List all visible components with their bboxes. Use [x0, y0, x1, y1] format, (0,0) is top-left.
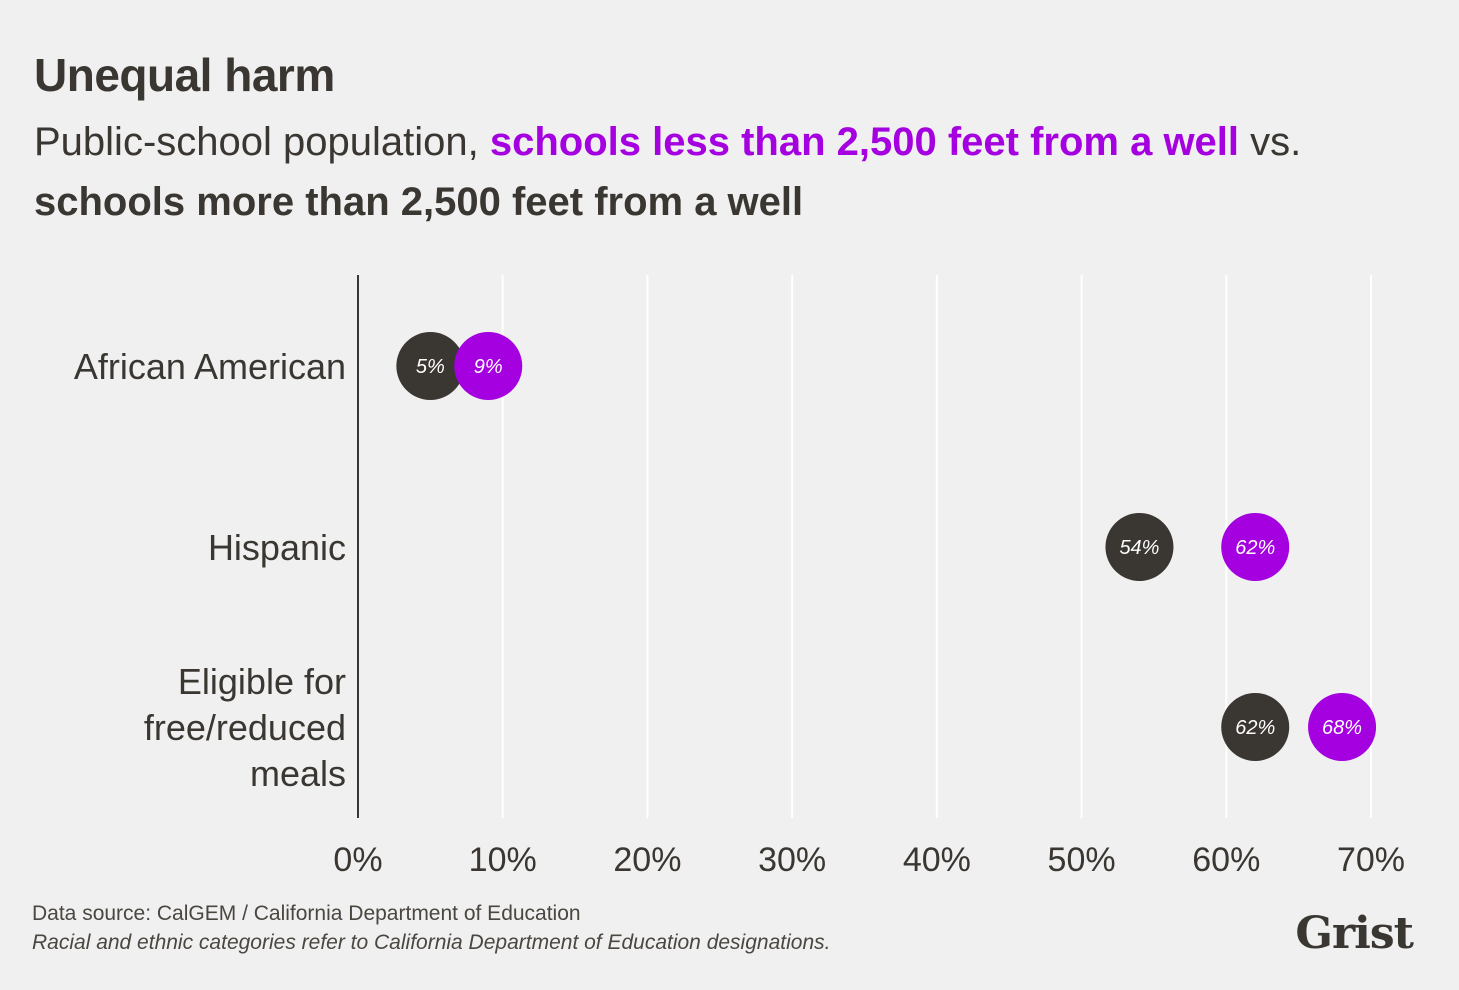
x-tick-label: 10%	[469, 841, 537, 879]
far-series-dot	[1221, 693, 1290, 761]
dot-value-label: 5%	[416, 356, 445, 378]
chart-title: Unequal harm	[34, 49, 335, 101]
chart-subtitle: Public-school population, schools less t…	[34, 112, 1434, 232]
data-source: Data source: CalGEM / California Departm…	[32, 902, 581, 925]
x-tick-label: 30%	[758, 841, 826, 879]
category-label: African American	[74, 346, 346, 387]
category-label: meals	[250, 753, 346, 794]
dot-value-label: 54%	[1119, 537, 1159, 559]
category-label: Eligible for	[178, 661, 346, 702]
grist-logo: Grist	[1295, 908, 1414, 959]
category-label: Hispanic	[208, 527, 346, 568]
subtitle-near-series: schools less than 2,500 feet from a well	[489, 120, 1240, 164]
far-series-dot	[396, 332, 465, 400]
x-tick-label: 60%	[1192, 841, 1260, 879]
dot-value-label: 68%	[1322, 717, 1362, 739]
subtitle-far-series: schools more than 2,500 feet from a well	[34, 180, 804, 224]
subtitle-prefix: Public-school population,	[34, 120, 490, 164]
x-tick-label: 0%	[333, 841, 382, 879]
far-series-dot	[1105, 513, 1174, 581]
x-tick-label: 70%	[1337, 841, 1405, 879]
near-series-dot	[1221, 513, 1290, 581]
x-tick-label: 50%	[1048, 841, 1116, 879]
category-label: free/reduced	[144, 707, 346, 748]
near-series-dot	[1308, 693, 1377, 761]
dot-value-label: 62%	[1235, 717, 1275, 739]
x-tick-label: 40%	[903, 841, 971, 879]
dot-value-label: 9%	[474, 356, 503, 378]
near-series-dot	[454, 332, 523, 400]
dot-value-label: 62%	[1235, 537, 1275, 559]
subtitle-vs: vs.	[1239, 120, 1302, 164]
x-tick-label: 20%	[613, 841, 681, 879]
footnote: Racial and ethnic categories refer to Ca…	[32, 931, 831, 954]
